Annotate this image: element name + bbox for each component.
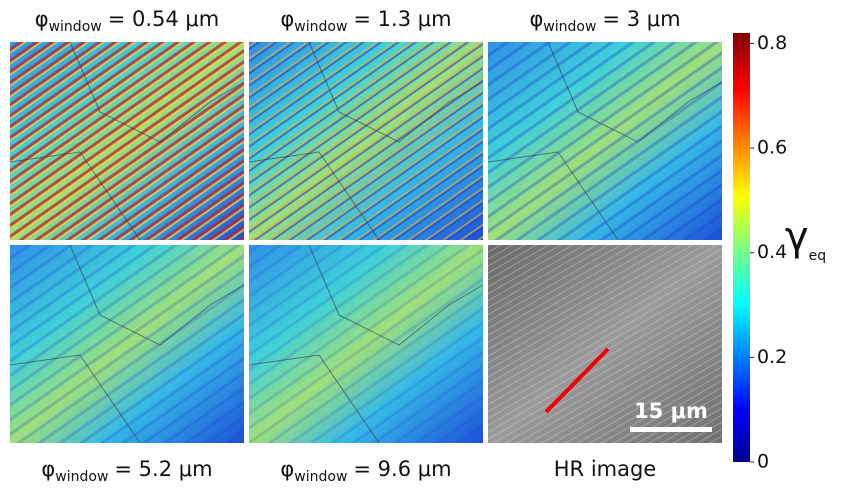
grain-boundary: [308, 41, 484, 143]
grain-boundary: [69, 41, 245, 143]
hr-texture: [488, 245, 722, 443]
symbol: φ: [35, 7, 49, 31]
subscript: window: [294, 19, 347, 35]
strain-texture: [10, 42, 244, 240]
panel-title: HR image: [554, 457, 656, 481]
grain-boundary: [69, 244, 245, 346]
subscript: eq: [809, 248, 827, 264]
panel-label: φwindow = 5.2 μm: [41, 457, 212, 485]
colorbar: [733, 33, 750, 462]
colorbar-tick-label: 0.2: [757, 346, 787, 368]
symbol: φ: [41, 457, 55, 481]
subscript: window: [543, 19, 596, 35]
colorbar-tick-label: 0: [757, 451, 769, 473]
profile-line: [544, 347, 610, 414]
panel-label: φwindow = 9.6 μm: [280, 457, 451, 485]
grain-boundary: [9, 151, 141, 241]
grain-boundary: [9, 354, 141, 444]
subscript: window: [55, 469, 108, 485]
grain-boundary: [308, 244, 484, 346]
colorbar-label: γeq: [785, 214, 826, 264]
scale-bar-label: 15 μm: [634, 399, 708, 423]
value: = 9.6 μm: [353, 457, 451, 481]
value: = 0.54 μm: [108, 7, 220, 31]
strain-texture: [10, 245, 244, 443]
panel-label: φwindow = 1.3 μm: [280, 7, 451, 35]
panel-label: φwindow = 0.54 μm: [35, 7, 220, 35]
grain-boundary: [248, 151, 380, 241]
value: = 5.2 μm: [114, 457, 212, 481]
subscript: window: [49, 19, 102, 35]
scale-bar: [630, 427, 712, 432]
symbol: φ: [280, 457, 294, 481]
grain-boundary: [547, 41, 723, 143]
colorbar-tick-label: 0.6: [757, 137, 787, 159]
colorbar-ticks: 0 0.2 0.4 0.6 0.8: [750, 32, 787, 473]
symbol: γ: [785, 214, 809, 260]
panels: φwindow = 0.54 μm φwindow = 1.3 μm φwindow = …: [9, 7, 723, 485]
subscript: window: [294, 469, 347, 485]
symbol: φ: [280, 7, 294, 31]
strain-texture: [249, 245, 483, 443]
colorbar-tick-label: 0.4: [757, 241, 787, 263]
grain-boundary: [487, 151, 619, 241]
value: = 1.3 μm: [353, 7, 451, 31]
panel-label: φwindow = 3 μm: [529, 7, 680, 35]
strain-texture: [249, 42, 483, 240]
symbol: φ: [529, 7, 543, 31]
value: = 3 μm: [602, 7, 680, 31]
colorbar-tick-label: 0.8: [757, 32, 787, 54]
grain-boundary: [248, 354, 380, 444]
strain-texture: [488, 42, 722, 240]
